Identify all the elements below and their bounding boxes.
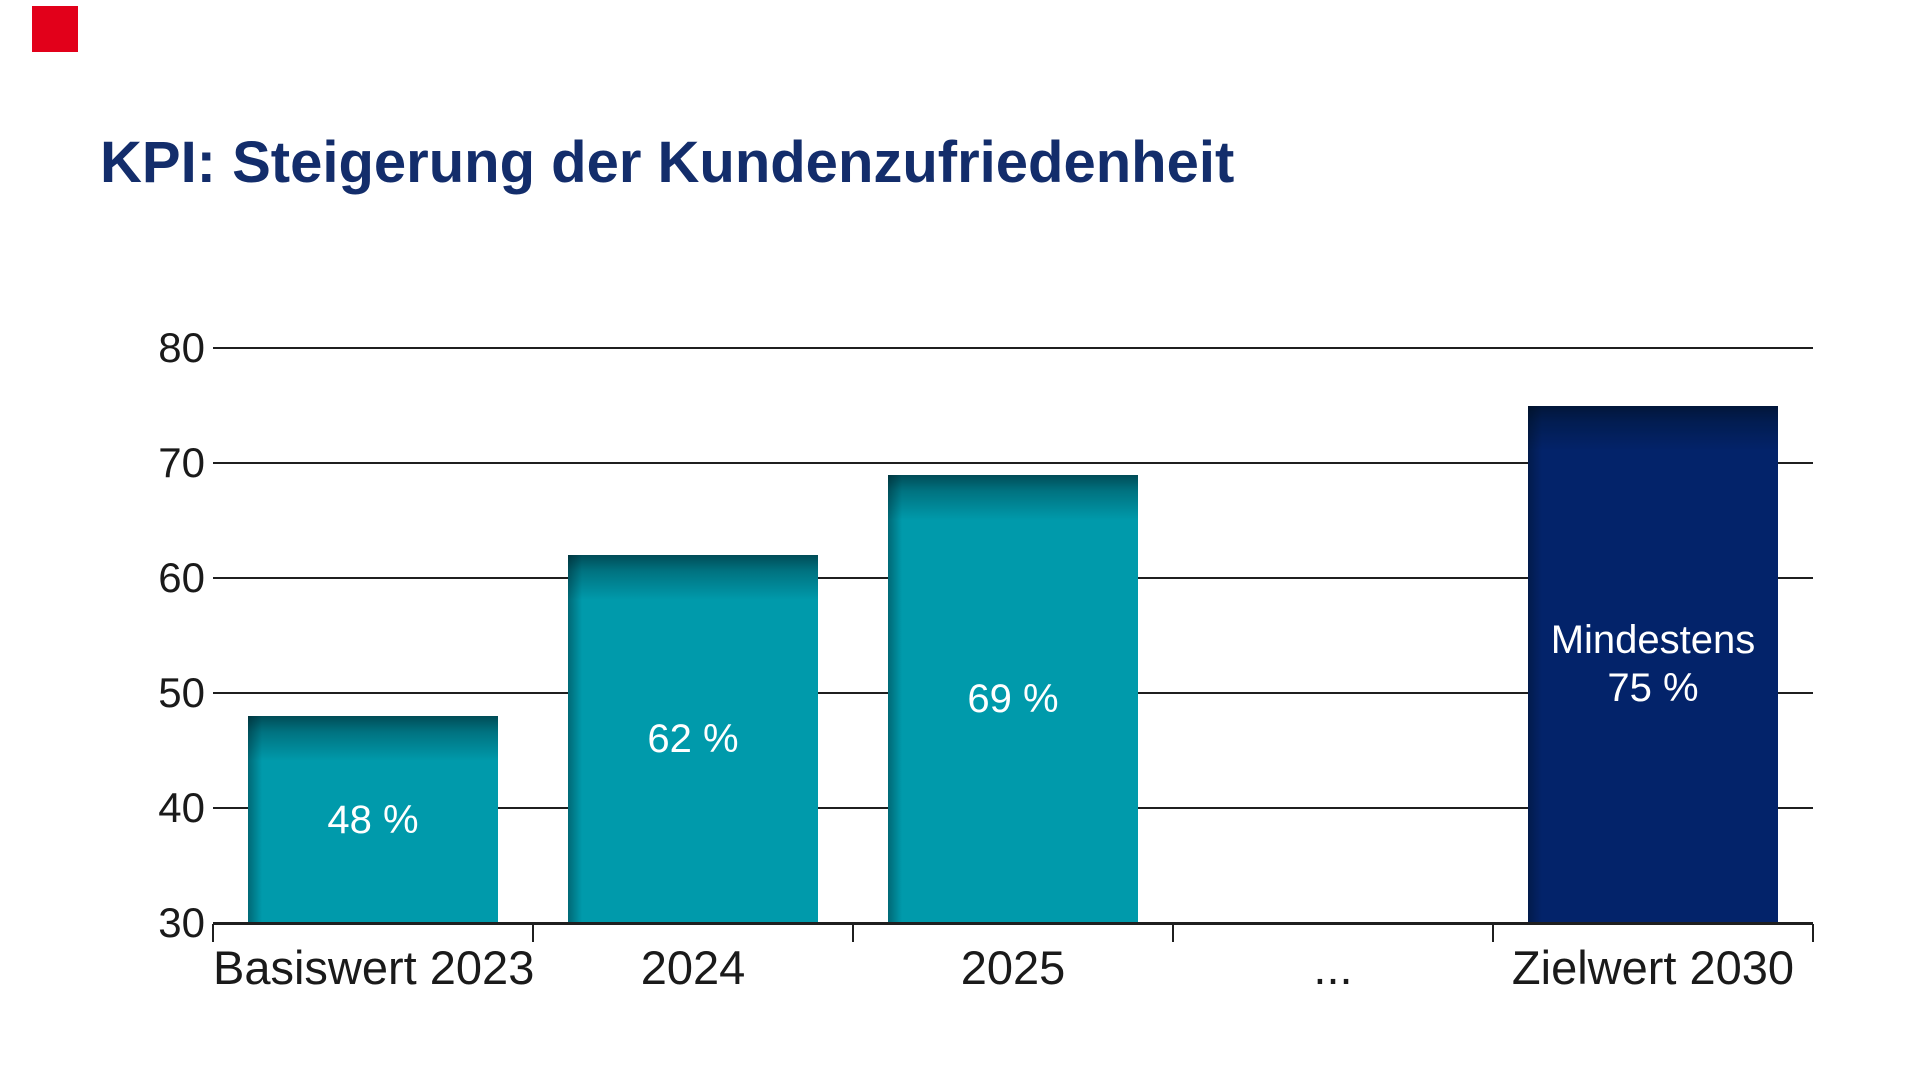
x-axis-tick	[1172, 924, 1174, 942]
chart-title: KPI: Steigerung der Kundenzufriedenheit	[100, 129, 1235, 195]
x-axis-label-5: Zielwert 2030	[1511, 941, 1795, 994]
bar-value-label: 62 %	[647, 717, 739, 761]
y-axis-label-50: 50	[158, 669, 205, 716]
x-axis-label-1: Basiswert 2023	[213, 941, 535, 994]
bar-2024: 62 %	[568, 555, 818, 923]
bar-value-label: 48 %	[327, 797, 419, 842]
y-axis-label-30: 30	[158, 899, 205, 946]
x-axis-label-4: ...	[1313, 941, 1353, 994]
bar-basiswert-2023: 48 %	[248, 716, 498, 923]
y-axis-label-60: 60	[158, 554, 205, 601]
x-axis-label-2: 2024	[640, 941, 746, 994]
x-axis-tick	[1492, 924, 1494, 942]
x-axis-line	[213, 922, 1813, 925]
bar-zielwert-2030: Mindestens 75 %	[1528, 405, 1778, 923]
gridline-80	[213, 347, 1813, 349]
x-axis-label-3: 2025	[960, 941, 1066, 994]
brand-logo-red-square	[32, 6, 78, 52]
y-axis-label-70: 70	[158, 439, 205, 486]
gridline-70	[213, 462, 1813, 464]
x-axis-tick	[532, 924, 534, 942]
bar-2025: 69 %	[888, 474, 1138, 923]
y-axis-label-80: 80	[158, 324, 205, 371]
bar-value-label: Mindestens 75 %	[1550, 618, 1756, 711]
x-axis-tick	[1812, 924, 1814, 942]
bar-value-label: 69 %	[967, 676, 1059, 721]
x-axis-tick	[852, 924, 854, 942]
y-axis-label-40: 40	[158, 784, 205, 831]
x-axis-tick	[212, 924, 214, 942]
